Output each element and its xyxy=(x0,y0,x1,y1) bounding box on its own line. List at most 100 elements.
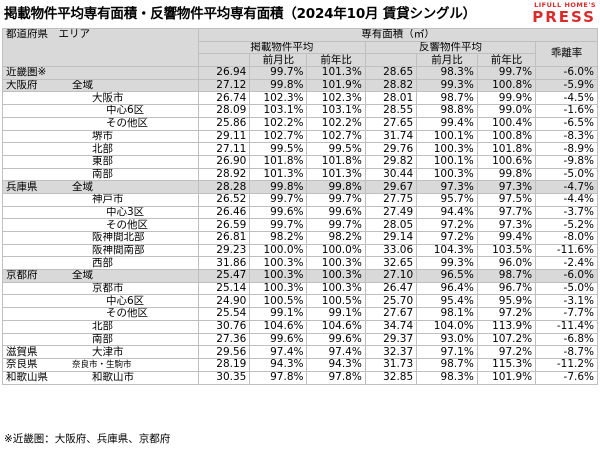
response-avg-cell: 29.37 xyxy=(364,332,418,347)
listing-mom-cell: 101.8% xyxy=(249,154,308,169)
divergence-cell: -7.6% xyxy=(535,370,598,385)
logo-main-text: PRESS xyxy=(532,8,596,26)
listing-avg-cell: 25.54 xyxy=(197,307,251,321)
table-row: 阪神間南部 29.23 100.0% 100.0% 33.06 104.3% 103.5% -… xyxy=(2,243,598,258)
response-avg-cell: 29.14 xyxy=(364,231,418,245)
response-yoy-cell: 97.7% xyxy=(476,205,537,220)
listing-avg-cell: 26.81 xyxy=(197,231,251,245)
region-cell: 神戸市 xyxy=(2,192,199,207)
header-region: 都道府県 エリア xyxy=(2,27,199,68)
header-listing-yoy: 前年比 xyxy=(306,53,366,68)
listing-yoy-cell: 104.6% xyxy=(306,319,366,334)
table-row: 南部 28.92 101.3% 101.3% 30.44 100.3% 99.8% -5.0% xyxy=(2,167,598,182)
area-label: 北部 xyxy=(92,142,113,155)
divergence-cell: -4.5% xyxy=(535,91,598,106)
listing-avg-cell: 28.28 xyxy=(197,180,251,194)
listing-avg-cell: 30.76 xyxy=(197,319,251,334)
response-mom-cell: 94.4% xyxy=(416,205,478,220)
area-label: 中心6区 xyxy=(106,294,145,307)
table-row: その他区 25.54 99.1% 99.1% 27.67 98.1% 97.2% -7.7% xyxy=(2,307,598,321)
listing-mom-cell: 100.5% xyxy=(249,294,308,309)
response-yoy-cell: 99.7% xyxy=(476,66,537,80)
response-yoy-cell: 99.9% xyxy=(476,91,537,106)
response-yoy-cell: 97.2% xyxy=(476,307,537,321)
listing-mom-cell: 103.1% xyxy=(249,104,308,118)
listing-mom-cell: 100.0% xyxy=(249,243,308,258)
table-row: その他区 25.86 102.2% 102.2% 27.65 99.4% 100.4% -6.… xyxy=(2,116,598,131)
region-cell: 奈良県 奈良市・生駒市 xyxy=(2,357,199,372)
response-mom-cell: 100.1% xyxy=(416,129,478,144)
listing-yoy-cell: 101.3% xyxy=(306,66,366,80)
region-cell: 東部 xyxy=(2,154,199,169)
listing-mom-cell: 102.2% xyxy=(249,116,308,131)
header-response: 反響物件平均 xyxy=(364,40,537,55)
listing-mom-cell: 102.3% xyxy=(249,91,308,106)
divergence-cell: -9.8% xyxy=(535,154,598,169)
listing-mom-cell: 101.3% xyxy=(249,167,308,182)
footnote: ※近畿圏：大阪府、兵庫県、京都府 xyxy=(4,433,171,445)
header-response-mom: 前月比 xyxy=(416,53,478,68)
region-cell: 兵庫県 全域 xyxy=(2,180,199,194)
divergence-cell: -8.9% xyxy=(535,142,598,156)
region-cell: 滋賀県 大津市 xyxy=(2,345,199,359)
response-avg-cell: 28.05 xyxy=(364,218,418,232)
response-avg-cell: 28.65 xyxy=(364,66,418,80)
header-listing-mom: 前月比 xyxy=(249,53,308,68)
listing-mom-cell: 97.4% xyxy=(249,345,308,359)
listing-avg-cell: 29.23 xyxy=(197,243,251,258)
region-cell: 北部 xyxy=(2,142,199,156)
table-row: 京都府 全域 25.47 100.3% 100.3% 27.10 96.5% 98.7% -6.… xyxy=(2,269,598,283)
table-row: 東部 26.90 101.8% 101.8% 29.82 100.1% 100.6% -9.8… xyxy=(2,154,598,169)
response-yoy-cell: 100.4% xyxy=(476,116,537,131)
table-row: 中心3区 26.46 99.6% 99.6% 27.49 94.4% 97.7% -3.7% xyxy=(2,205,598,220)
prefecture-label: 滋賀県 xyxy=(6,345,38,358)
area-label: 全域 xyxy=(72,269,93,282)
listing-yoy-cell: 99.6% xyxy=(306,205,366,220)
response-mom-cell: 99.3% xyxy=(416,78,478,93)
region-cell: 阪神間南部 xyxy=(2,243,199,258)
area-label: 大津市 xyxy=(92,345,124,358)
listing-avg-cell: 27.12 xyxy=(197,78,251,93)
table-row: 堺市 29.11 102.7% 102.7% 31.74 100.1% 100.8% -8.3… xyxy=(2,129,598,144)
region-cell: その他区 xyxy=(2,307,199,321)
response-mom-cell: 93.0% xyxy=(416,332,478,347)
listing-yoy-cell: 97.8% xyxy=(306,370,366,385)
response-mom-cell: 97.3% xyxy=(416,180,478,194)
listing-yoy-cell: 99.1% xyxy=(306,307,366,321)
response-mom-cell: 98.8% xyxy=(416,104,478,118)
divergence-cell: -6.0% xyxy=(535,269,598,283)
listing-avg-cell: 29.11 xyxy=(197,129,251,144)
area-label: 和歌山市 xyxy=(92,371,134,384)
response-avg-cell: 28.82 xyxy=(364,78,418,93)
region-cell: 西部 xyxy=(2,256,199,271)
listing-mom-cell: 99.5% xyxy=(249,142,308,156)
divergence-cell: -3.7% xyxy=(535,205,598,220)
area-label: 全域 xyxy=(72,180,93,193)
listing-avg-cell: 25.14 xyxy=(197,281,251,296)
response-avg-cell: 29.82 xyxy=(364,154,418,169)
table-row: 中心6区 24.90 100.5% 100.5% 25.70 95.4% 95.9% -3.1… xyxy=(2,294,598,309)
divergence-cell: -11.6% xyxy=(535,243,598,258)
response-mom-cell: 95.4% xyxy=(416,294,478,309)
area-label: 京都市 xyxy=(92,282,124,295)
divergence-cell: -11.4% xyxy=(535,319,598,334)
divergence-cell: -3.1% xyxy=(535,294,598,309)
table-body: 近畿圏※ 26.94 99.7% 101.3% 28.65 98.3% 99.7% -6.0%… xyxy=(2,66,598,385)
listing-mom-cell: 99.6% xyxy=(249,205,308,220)
table-row: その他区 26.59 99.7% 99.7% 28.05 97.2% 97.3% -5.2% xyxy=(2,218,598,232)
area-label: その他区 xyxy=(106,307,148,320)
response-avg-cell: 32.85 xyxy=(364,370,418,385)
header-listing: 掲載物件平均 xyxy=(198,40,366,55)
listing-mom-cell: 100.3% xyxy=(249,269,308,283)
listing-avg-cell: 26.94 xyxy=(197,66,251,80)
area-label: 東部 xyxy=(92,155,113,168)
divergence-cell: -5.0% xyxy=(535,281,598,296)
divergence-cell: -11.2% xyxy=(535,357,598,372)
table-row: 大阪市 26.74 102.3% 102.3% 28.01 98.7% 99.9% -4.5% xyxy=(2,91,598,106)
listing-avg-cell: 31.86 xyxy=(197,256,251,271)
prefecture-label: 兵庫県 xyxy=(6,180,38,193)
listing-avg-cell: 27.36 xyxy=(197,332,251,347)
listing-avg-cell: 29.56 xyxy=(197,345,251,359)
table-row: 西部 31.86 100.3% 100.3% 32.65 99.3% 96.0% -2.4% xyxy=(2,256,598,271)
listing-mom-cell: 97.8% xyxy=(249,370,308,385)
